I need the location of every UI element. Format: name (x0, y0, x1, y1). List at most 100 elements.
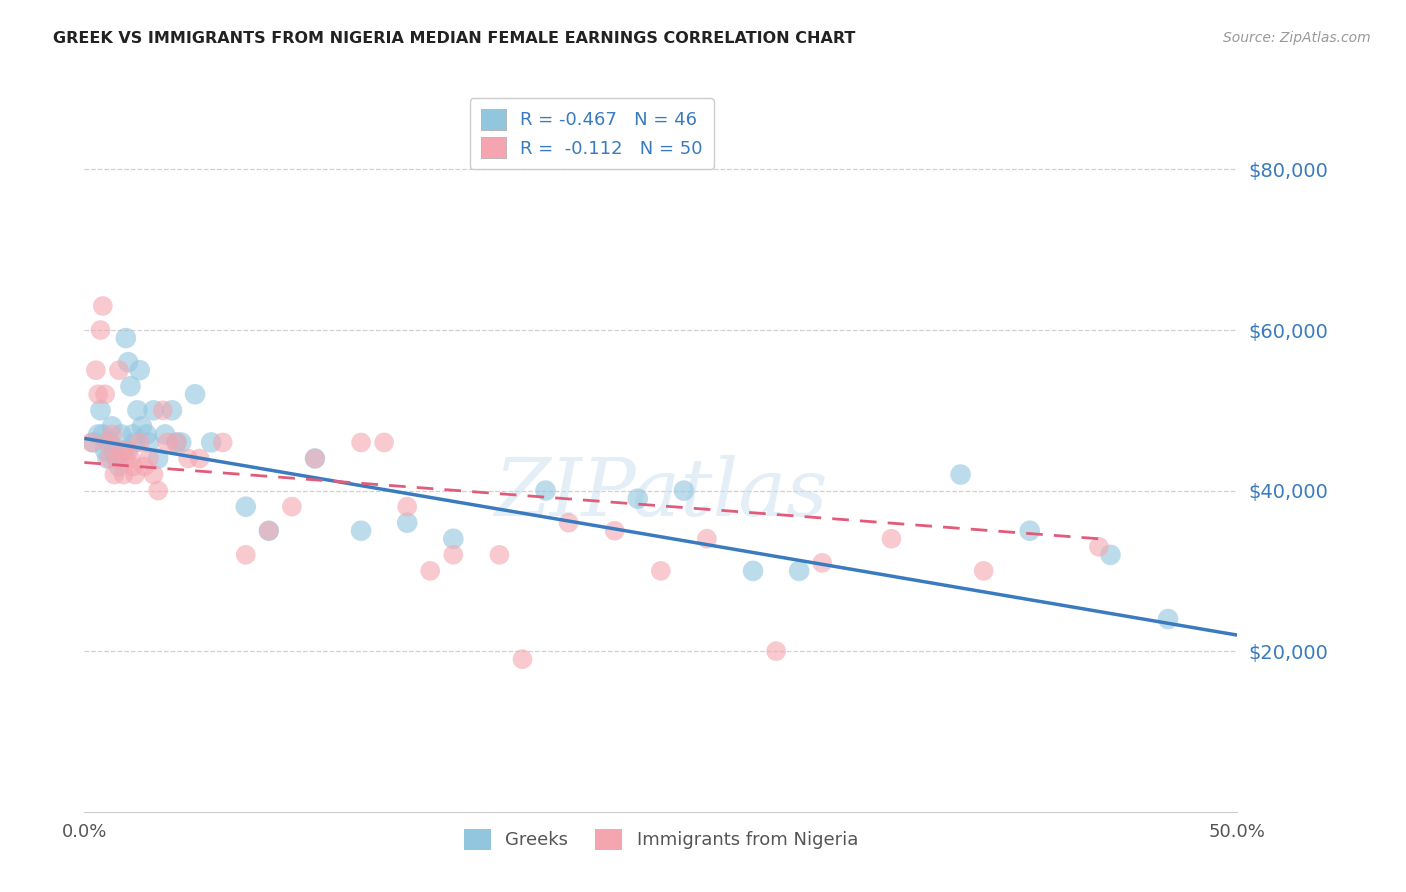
Point (160, 403, 183, 417)
Point (124, 435, 146, 450)
Point (419, 564, 441, 578)
Point (396, 500, 419, 514)
Point (373, 435, 395, 450)
Legend: Greeks, Immigrants from Nigeria: Greeks, Immigrants from Nigeria (457, 822, 865, 857)
Text: GREEK VS IMMIGRANTS FROM NIGERIA MEDIAN FEMALE EARNINGS CORRELATION CHART: GREEK VS IMMIGRANTS FROM NIGERIA MEDIAN … (53, 31, 856, 46)
Point (138, 451, 160, 466)
Point (115, 331, 138, 345)
Point (112, 467, 135, 482)
Point (304, 451, 326, 466)
Point (80, 435, 103, 450)
Point (811, 556, 834, 570)
Point (142, 403, 165, 417)
Text: ZIPatlas: ZIPatlas (494, 455, 828, 533)
Y-axis label: Median Female Earnings: Median Female Earnings (0, 349, 8, 552)
Point (235, 500, 257, 514)
Point (91, 299, 114, 313)
Point (534, 483, 557, 498)
Point (441, 532, 464, 546)
Point (120, 451, 142, 466)
Point (156, 435, 179, 450)
Point (152, 403, 174, 417)
Point (1088, 540, 1111, 554)
Point (108, 363, 131, 377)
Point (627, 491, 650, 506)
Point (672, 483, 695, 498)
Point (131, 419, 153, 434)
Point (112, 443, 135, 458)
Point (257, 524, 280, 538)
Point (98, 451, 121, 466)
Point (488, 548, 510, 562)
Point (142, 467, 165, 482)
Point (211, 435, 233, 450)
Point (166, 435, 188, 450)
Point (96, 451, 118, 466)
Point (257, 524, 280, 538)
Point (101, 419, 124, 434)
Point (103, 467, 125, 482)
Point (880, 532, 903, 546)
Point (94, 443, 117, 458)
Point (650, 564, 672, 578)
Point (557, 516, 579, 530)
Point (89, 403, 111, 417)
Point (117, 443, 139, 458)
Point (135, 427, 157, 442)
Point (603, 524, 626, 538)
Point (787, 564, 810, 578)
Point (128, 435, 150, 450)
Point (1018, 524, 1040, 538)
Point (166, 435, 188, 450)
Point (121, 427, 143, 442)
Point (146, 483, 169, 498)
Point (103, 443, 125, 458)
Point (96, 435, 118, 450)
Point (138, 435, 160, 450)
Point (105, 451, 128, 466)
Point (120, 379, 142, 393)
Point (134, 459, 156, 474)
Point (696, 532, 718, 546)
Point (110, 427, 132, 442)
Point (105, 451, 128, 466)
Point (200, 435, 222, 450)
Point (87, 387, 110, 401)
Point (128, 363, 150, 377)
Point (441, 548, 464, 562)
Point (115, 451, 138, 466)
Point (121, 459, 143, 474)
Point (235, 548, 257, 562)
Point (108, 459, 131, 474)
Point (184, 387, 207, 401)
Point (94, 387, 117, 401)
Point (1099, 548, 1122, 562)
Point (512, 652, 534, 666)
Point (89, 323, 111, 337)
Point (87, 427, 110, 442)
Point (98, 435, 121, 450)
Point (188, 451, 211, 466)
Point (110, 443, 132, 458)
Point (153, 427, 176, 442)
Point (177, 451, 200, 466)
Point (170, 435, 193, 450)
Point (742, 564, 765, 578)
Point (304, 451, 326, 466)
Point (146, 451, 169, 466)
Point (101, 427, 124, 442)
Point (84, 363, 107, 377)
Point (127, 403, 149, 417)
Point (350, 524, 373, 538)
Point (949, 467, 972, 482)
Point (1157, 612, 1180, 626)
Point (350, 435, 373, 450)
Point (396, 516, 419, 530)
Point (83, 435, 105, 450)
Point (124, 467, 146, 482)
Text: Source: ZipAtlas.com: Source: ZipAtlas.com (1223, 31, 1371, 45)
Point (91, 427, 114, 442)
Point (281, 500, 304, 514)
Point (765, 644, 787, 658)
Point (973, 564, 995, 578)
